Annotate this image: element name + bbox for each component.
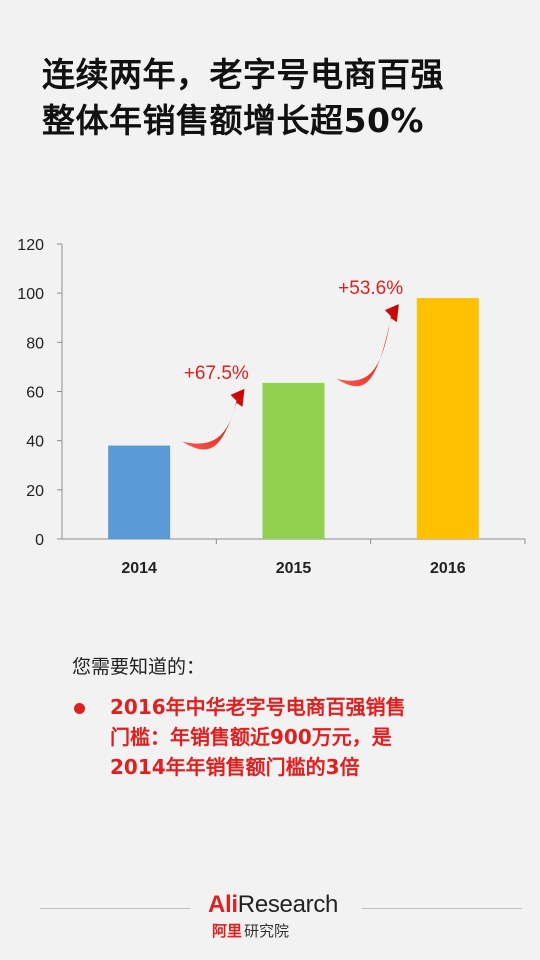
bar-2014 <box>108 445 171 539</box>
aliresearch-logo: AliResearch <box>208 891 339 918</box>
bullet-line-2: 门槛：年销售额近900万元，是 <box>110 725 392 749</box>
x-tick-label: 2014 <box>121 560 157 577</box>
y-tick-label: 120 <box>17 237 44 254</box>
x-tick-label: 2016 <box>430 560 466 577</box>
y-tick-label: 60 <box>26 385 44 402</box>
page-title: 连续两年，老字号电商百强 整体年销售额增长超50% <box>42 52 512 144</box>
x-tick-label: 2015 <box>276 560 312 577</box>
growth-arrow-shape <box>336 304 399 387</box>
note-heading: 您需要知道的： <box>72 656 206 678</box>
bullet-line-1: 2016年中华老字号电商百强销售 <box>110 695 406 719</box>
y-tick-label: 40 <box>26 434 44 451</box>
bullet-dot <box>74 703 85 714</box>
footer-divider-left <box>40 908 190 909</box>
growth-arrow-shape <box>182 388 245 450</box>
growth-label-2016: +53.6% <box>338 278 403 299</box>
footer-divider-right <box>362 908 522 909</box>
growth-label-2015: +67.5% <box>184 363 249 384</box>
title-line-2: 整体年销售额增长超50% <box>42 101 424 140</box>
y-tick-label: 80 <box>26 335 44 352</box>
note-bullet: 2016年中华老字号电商百强销售 门槛：年销售额近900万元，是 2014年年销… <box>68 692 528 782</box>
y-tick-label: 20 <box>26 483 44 500</box>
growth-arrow-2015: +67.5% <box>182 363 249 450</box>
y-tick-label: 0 <box>35 532 44 549</box>
bar-chart: 0 20 40 60 80 100 120 2014 2015 2016 +67.5% +53.6… <box>17 237 526 577</box>
title-line-1: 连续两年，老字号电商百强 <box>42 55 444 94</box>
bar-2016 <box>416 298 479 539</box>
bullet-line-3: 2014年年销售额门槛的3倍 <box>110 755 360 779</box>
bullet-text: 2016年中华老字号电商百强销售 门槛：年销售额近900万元，是 2014年年销… <box>110 692 528 782</box>
bar-2015 <box>262 382 325 539</box>
growth-arrow-2016: +53.6% <box>336 278 403 387</box>
aliresearch-logo-cn: 阿里 研究院 <box>212 922 290 940</box>
footer-logo: AliResearch 阿里 研究院 <box>0 888 540 948</box>
y-tick-label: 100 <box>17 286 44 303</box>
